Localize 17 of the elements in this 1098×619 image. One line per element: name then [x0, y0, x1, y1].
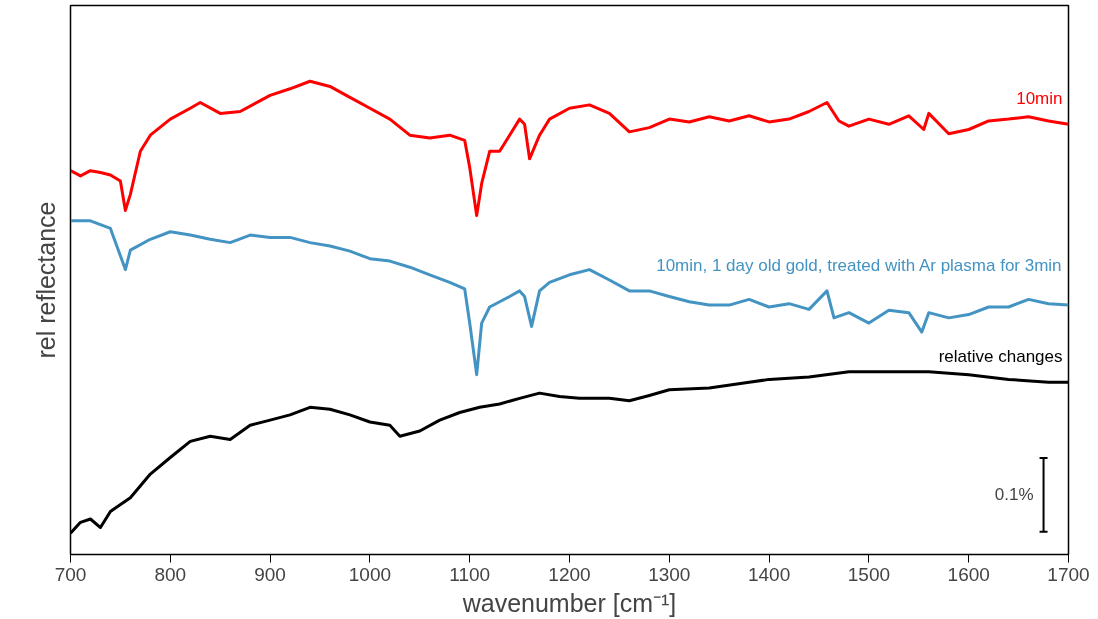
x-tick-label: 1700: [1047, 563, 1090, 585]
x-tick-label: 800: [154, 563, 187, 585]
y-axis-title: rel reflectance: [31, 201, 60, 359]
x-tick-label: 1600: [947, 563, 990, 585]
x-tick-label: 1100: [449, 563, 491, 585]
annotation: 0.1%: [994, 485, 1034, 505]
x-tick-label: 1300: [648, 563, 691, 585]
x-tick-label: 1000: [348, 563, 392, 585]
x-tick-label: 1200: [548, 563, 591, 585]
x-tick-label: 1500: [847, 563, 891, 585]
x-tick-label: 1400: [747, 563, 791, 585]
series-label: 10min: [1016, 89, 1063, 109]
series-label: relative changes: [938, 347, 1063, 367]
x-tick-label: 700: [54, 563, 87, 585]
series-label: 10min, 1 day old gold, treated with Ar plasma for 3min: [656, 256, 1062, 276]
x-axis-title: wavenumber [cm⁻¹]: [461, 588, 677, 617]
x-tick-label: 900: [254, 563, 286, 585]
